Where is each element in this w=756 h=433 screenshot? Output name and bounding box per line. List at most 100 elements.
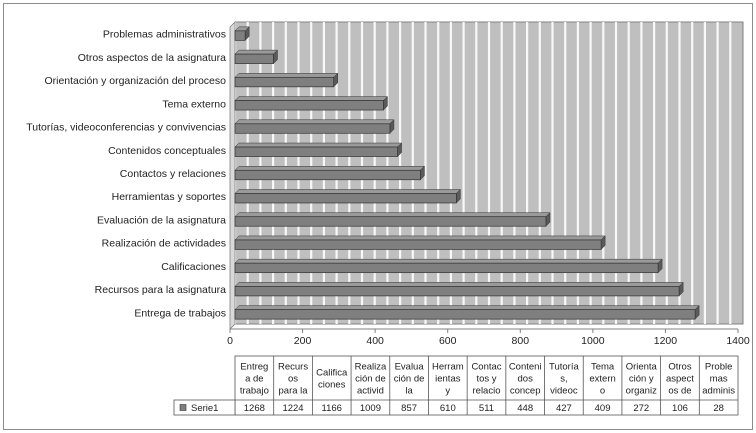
table-value: 1009: [360, 403, 381, 414]
x-tick-label: 800: [512, 335, 530, 347]
x-tick-label: 1000: [581, 335, 605, 347]
table-header-text: concep: [510, 386, 541, 397]
table-header-text: ciones: [318, 380, 346, 391]
table-value: 1268: [244, 403, 265, 414]
table-value: 28: [713, 403, 724, 414]
table-value: 427: [556, 403, 572, 414]
bar: [234, 262, 659, 274]
x-tick-label: 0: [227, 335, 233, 347]
table-header-text: Herram: [432, 362, 464, 373]
table-header-text: Otros: [668, 362, 691, 373]
table-header-text: trabajo: [240, 386, 269, 397]
category-label: Contenidos conceptuales: [108, 145, 226, 157]
table-header-text: ción de: [355, 374, 386, 385]
table-header-text: extern: [589, 374, 615, 385]
bar: [234, 286, 680, 297]
table-header-text: os de: [668, 386, 691, 397]
bar-top: [234, 189, 461, 194]
table-header-text: a de: [245, 374, 264, 385]
category-label: Tutorías, videoconferencias y convivenci…: [26, 122, 226, 134]
table-header-text: la: [405, 386, 413, 397]
table-header-text: adminis: [702, 386, 735, 397]
category-label: Entrega de trabajos: [134, 307, 226, 319]
table-header-text: Entreg: [240, 362, 268, 373]
category-label: Tema externo: [162, 98, 226, 110]
x-tick-label: 200: [294, 335, 312, 347]
table-header-text: organiz: [626, 386, 657, 397]
category-label: Herramientas y soportes: [112, 191, 226, 203]
bar-top: [234, 49, 279, 55]
table-value: 1166: [322, 403, 342, 414]
bar-top: [234, 96, 389, 101]
table-header-text: Orienta: [626, 362, 658, 373]
legend-label: Serie1: [191, 403, 218, 414]
table-header-text: para la: [279, 386, 309, 397]
table-header-text: mas: [710, 374, 728, 385]
table-value: 857: [401, 403, 417, 414]
category-label: Evaluación de la asignatura: [97, 214, 226, 226]
table-header-text: relacio: [473, 386, 501, 397]
bar-top: [234, 235, 606, 241]
bar: [234, 76, 335, 88]
x-tick-label: 400: [366, 335, 384, 347]
x-tick-label: 600: [439, 335, 457, 347]
bar: [234, 53, 274, 64]
table-header-text: os: [288, 374, 298, 385]
table-header-text: ción y: [629, 374, 654, 385]
table-header-text: activid: [357, 386, 384, 397]
bar-top: [234, 73, 339, 78]
table-header-text: Recurs: [278, 362, 308, 373]
table-value: 610: [440, 403, 456, 414]
x-tick-label: 1200: [654, 335, 678, 347]
bar: [234, 123, 391, 134]
bar-top: [234, 166, 426, 171]
category-label: Contactos y relaciones: [120, 168, 226, 180]
bar-top: [234, 119, 395, 125]
table-header-text: tos y: [476, 374, 496, 385]
data-table: [234, 355, 739, 416]
bar-top: [234, 258, 663, 264]
table-header-text: aspect: [666, 374, 694, 385]
left-wall: [229, 21, 236, 330]
x-tick-label: 1400: [726, 335, 750, 347]
table-header-text: dos: [518, 374, 534, 385]
table-header-text: Proble: [705, 362, 732, 373]
bar: [234, 169, 421, 181]
table-header-text: Evalua: [395, 362, 425, 373]
bar: [234, 30, 246, 41]
bar-top: [234, 212, 551, 217]
table-header-text: Contac: [471, 362, 501, 373]
legend-cell: [173, 399, 236, 416]
table-value: 272: [633, 403, 649, 414]
legend-swatch: [179, 404, 187, 411]
table-value: 409: [595, 403, 611, 414]
table-header-text: Realiza: [355, 362, 387, 373]
category-label: Problemas administrativos: [103, 29, 226, 41]
bar: [234, 216, 547, 227]
table-header-text: ción de: [394, 374, 425, 385]
bar-top: [234, 142, 403, 148]
table-value: 448: [517, 403, 533, 414]
bar-top: [234, 305, 700, 310]
table-value: 1224: [282, 403, 303, 414]
category-label: Orientación y organización del proceso: [44, 75, 226, 87]
chart-frame: Entrega de trabajos Recursos para la asig…: [3, 3, 753, 430]
table-value: 511: [479, 403, 494, 414]
table-header-text: o: [600, 386, 605, 397]
category-label: Recursos para la asignatura: [95, 284, 226, 296]
table-header-text: s,: [560, 374, 567, 385]
bar-chart: Entrega de trabajos Recursos para la asig…: [26, 21, 750, 416]
bar: [234, 146, 398, 157]
bar: [234, 239, 602, 250]
table-header-text: videoc: [550, 386, 578, 397]
table-header-text: Califica: [316, 368, 348, 379]
table-value: 106: [672, 403, 688, 414]
table-header-text: Tema: [591, 362, 615, 373]
table-header-text: ientas: [435, 374, 461, 385]
category-label: Otros aspectos de la asignatura: [78, 52, 226, 64]
category-label: Realización de actividades: [102, 238, 226, 250]
table-header-text: y: [445, 386, 450, 397]
table-header-text: Conteni: [509, 362, 542, 373]
table-header-text: Tutoría: [549, 362, 579, 373]
bar: [234, 100, 384, 111]
